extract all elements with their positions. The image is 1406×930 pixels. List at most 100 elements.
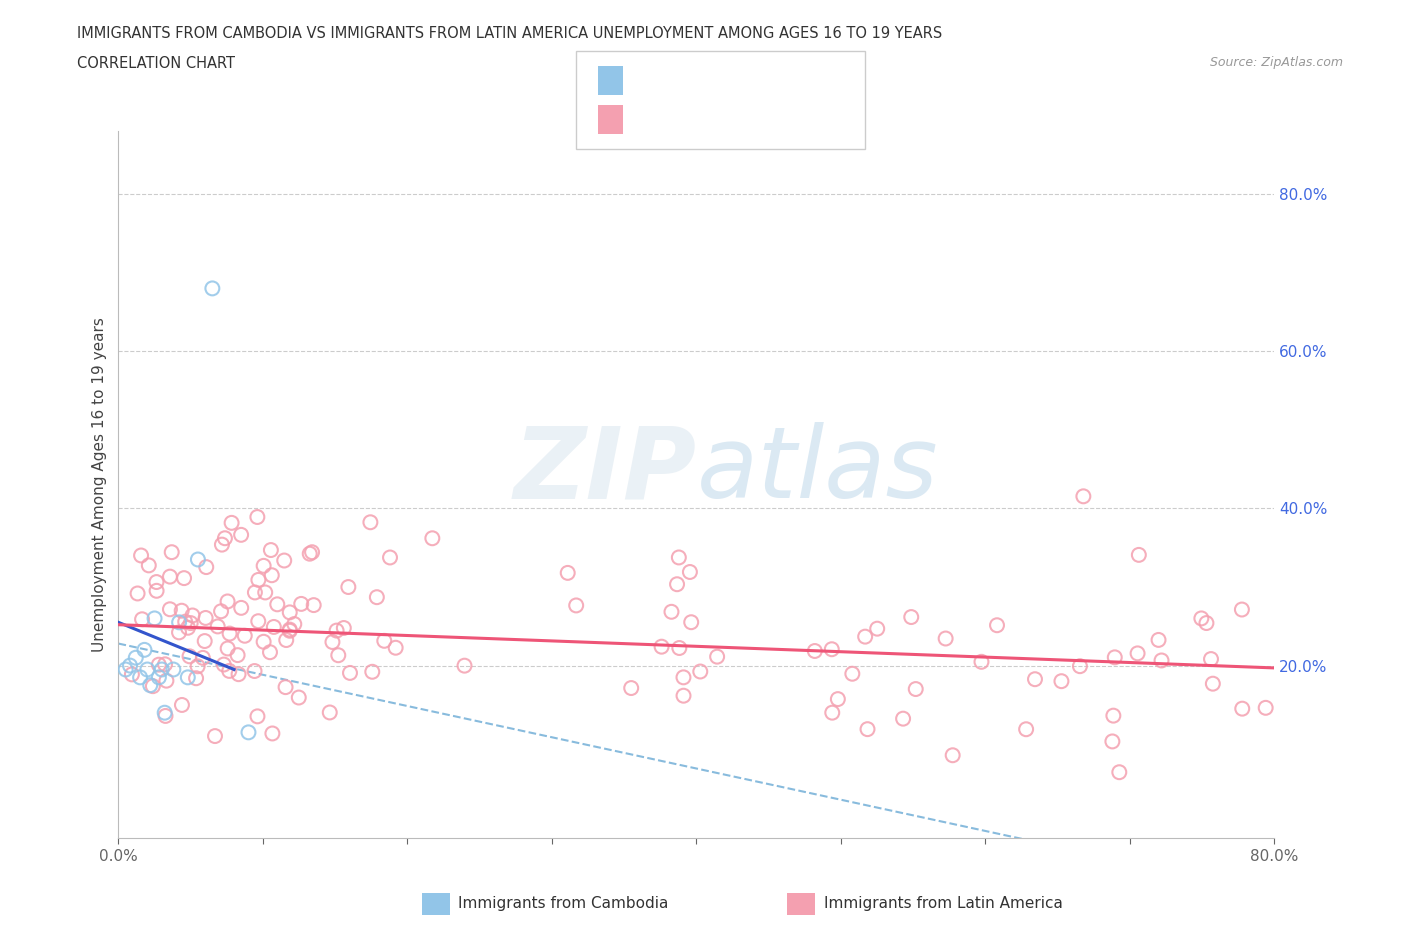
Point (246, 510, 269, 525)
Point (333, 620, 356, 635)
Point (298, 546, 321, 561)
Point (1128, 548, 1150, 563)
Point (1104, 650, 1126, 665)
Point (263, 619, 285, 634)
Point (668, 550, 690, 565)
Point (904, 682, 927, 697)
Point (125, 650, 148, 665)
Point (1254, 700, 1277, 715)
Point (212, 658, 235, 672)
Point (1230, 602, 1253, 617)
Text: 17: 17 (770, 72, 792, 89)
Point (231, 601, 253, 616)
Point (321, 634, 343, 649)
Point (194, 610, 217, 625)
Point (276, 632, 298, 647)
Point (114, 662, 136, 677)
Point (373, 633, 395, 648)
Point (228, 667, 250, 682)
Point (666, 577, 689, 591)
Point (162, 662, 184, 677)
Point (155, 709, 177, 724)
Text: atlas: atlas (696, 422, 938, 519)
Point (302, 598, 325, 613)
Point (129, 670, 152, 684)
Point (706, 649, 728, 664)
Point (229, 527, 252, 542)
Point (900, 609, 922, 624)
Point (187, 552, 209, 567)
Point (243, 585, 266, 600)
Point (1126, 646, 1149, 661)
Point (1202, 676, 1225, 691)
Text: CORRELATION CHART: CORRELATION CHART (77, 56, 235, 71)
Point (1102, 709, 1125, 724)
Point (247, 614, 270, 629)
Point (672, 688, 695, 703)
Point (453, 658, 475, 673)
Point (177, 670, 200, 684)
Point (201, 281, 224, 296)
Point (361, 664, 384, 679)
Point (260, 568, 283, 583)
Point (986, 618, 1008, 632)
Point (174, 615, 197, 630)
Point (138, 558, 160, 573)
Point (253, 558, 276, 573)
Point (866, 621, 889, 636)
Text: Immigrants from Cambodia: Immigrants from Cambodia (458, 897, 669, 911)
Point (118, 658, 141, 673)
Point (1232, 701, 1254, 716)
Point (1069, 658, 1091, 673)
Point (167, 615, 190, 630)
Point (384, 640, 406, 655)
Point (129, 548, 152, 563)
Y-axis label: Unemployment Among Ages 16 to 19 years: Unemployment Among Ages 16 to 19 years (93, 317, 107, 652)
Point (159, 569, 181, 584)
Point (891, 711, 914, 726)
Point (217, 641, 239, 656)
Point (170, 698, 193, 712)
Point (167, 625, 190, 640)
Point (970, 655, 993, 670)
Point (159, 602, 181, 617)
Point (273, 553, 295, 568)
Text: N =: N = (730, 111, 778, 128)
Point (274, 680, 297, 695)
Point (1050, 673, 1073, 688)
Point (127, 586, 149, 601)
Text: ZIP: ZIP (513, 422, 696, 519)
Point (170, 604, 193, 618)
Point (319, 705, 342, 720)
Point (179, 649, 201, 664)
Point (243, 664, 266, 679)
Point (134, 643, 156, 658)
Point (150, 662, 173, 677)
Point (290, 596, 312, 611)
Point (651, 639, 673, 654)
Point (209, 604, 232, 618)
Point (184, 671, 207, 685)
Point (121, 667, 143, 682)
Point (233, 629, 256, 644)
Point (1073, 489, 1095, 504)
Point (935, 631, 957, 646)
Point (217, 594, 239, 609)
Point (672, 670, 695, 684)
Text: Immigrants from Latin America: Immigrants from Latin America (824, 897, 1063, 911)
Point (153, 657, 176, 671)
Point (204, 728, 226, 743)
Point (283, 617, 305, 631)
Point (821, 642, 844, 657)
Point (1189, 611, 1212, 626)
Point (661, 604, 683, 619)
Point (366, 590, 388, 604)
Point (173, 571, 195, 586)
Point (180, 616, 202, 631)
Point (247, 573, 270, 588)
Point (328, 648, 350, 663)
Point (145, 575, 167, 590)
Point (191, 650, 214, 665)
Point (1024, 671, 1046, 686)
Point (278, 623, 301, 638)
